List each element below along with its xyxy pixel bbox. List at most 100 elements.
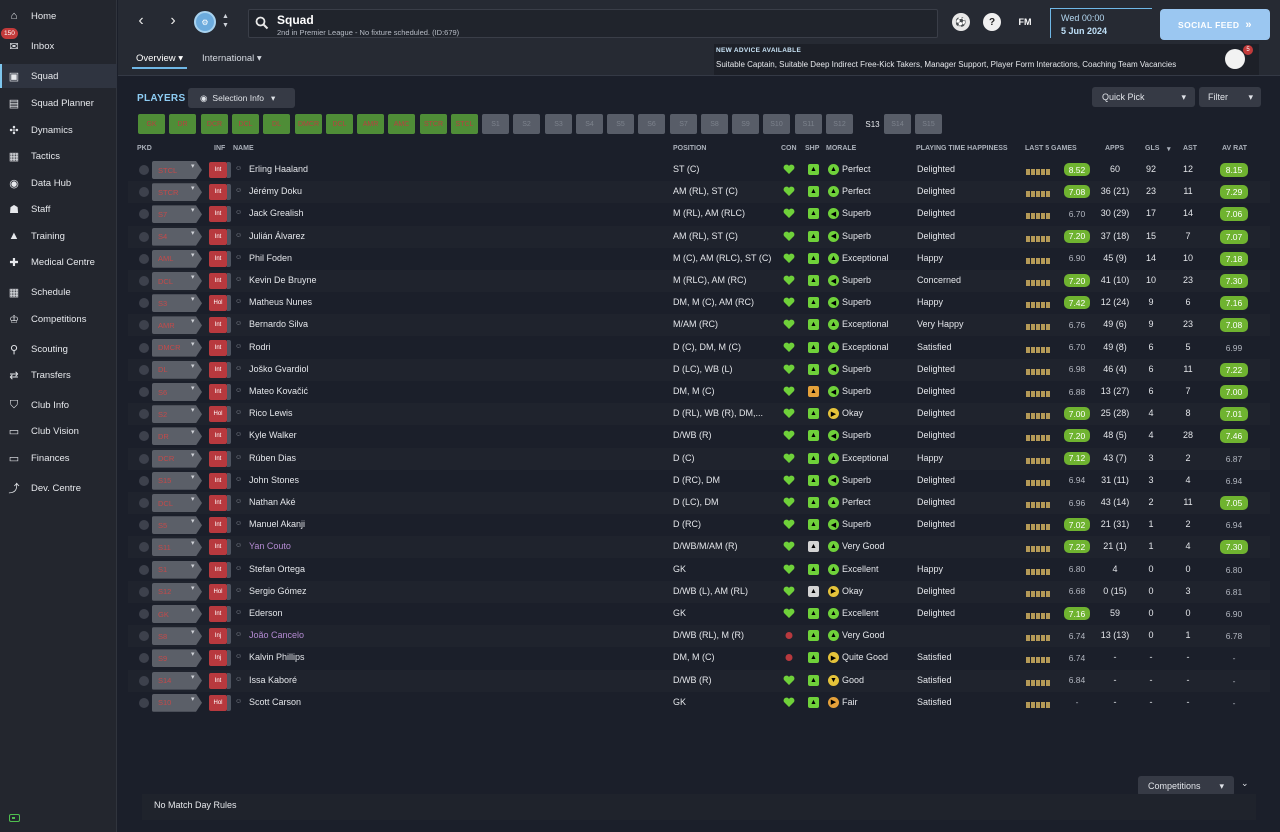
back-button[interactable]: ‹ bbox=[138, 12, 144, 29]
sidebar-item-scouting[interactable]: ⚲ Scouting bbox=[0, 337, 117, 361]
position-chip-s15[interactable]: S15 bbox=[915, 114, 942, 134]
col-name[interactable]: NAME bbox=[233, 145, 254, 152]
col-apps[interactable]: APPS bbox=[1105, 145, 1125, 152]
sidebar-item-squad-planner[interactable]: ▤ Squad Planner bbox=[0, 91, 117, 115]
player-name[interactable]: Stefan Ortega bbox=[249, 563, 306, 574]
col-ast[interactable]: AST bbox=[1183, 145, 1197, 152]
table-row[interactable]: DCR ▾ Int ☺ Rúben Dias D (C) ▲ ▲ Exceptional Happ… bbox=[128, 447, 1270, 470]
position-selector[interactable]: DL bbox=[152, 360, 202, 379]
social-feed-button[interactable]: SOCIAL FEED » bbox=[1160, 9, 1270, 40]
quick-pick-button[interactable]: Quick Pick ▾ bbox=[1092, 87, 1195, 107]
pick-toggle[interactable] bbox=[139, 542, 149, 553]
position-chip-s11[interactable]: S11 bbox=[795, 114, 822, 134]
player-name[interactable]: Scott Carson bbox=[249, 696, 302, 707]
position-selector[interactable]: AML bbox=[152, 249, 202, 268]
pick-toggle[interactable] bbox=[139, 320, 149, 331]
pick-toggle[interactable] bbox=[139, 298, 149, 309]
position-chip-s14[interactable]: S14 bbox=[884, 114, 911, 134]
position-chip-s7[interactable]: S7 bbox=[670, 114, 697, 134]
player-name[interactable]: Jack Grealish bbox=[249, 208, 304, 219]
col-gls[interactable]: GLS bbox=[1145, 145, 1160, 152]
col-shp[interactable]: SHP bbox=[805, 145, 820, 152]
position-chip-s1[interactable]: S1 bbox=[482, 114, 509, 134]
fm-menu-icon[interactable]: FM bbox=[1018, 17, 1032, 27]
position-chip-s10[interactable]: S10 bbox=[763, 114, 790, 134]
sidebar-item-inbox[interactable]: ✉ Inbox 150 bbox=[0, 28, 117, 58]
sidebar-item-tactics[interactable]: ▦ Tactics bbox=[0, 144, 117, 168]
sidebar-item-squad[interactable]: ▣ Squad bbox=[0, 64, 117, 88]
col-pkd[interactable]: PKD bbox=[137, 145, 152, 152]
pick-toggle[interactable] bbox=[139, 653, 149, 664]
player-name[interactable]: Jérémy Doku bbox=[249, 186, 303, 197]
position-chip-amc[interactable]: AMC bbox=[388, 114, 415, 134]
player-name[interactable]: Ederson bbox=[249, 608, 283, 618]
position-chip-s5[interactable]: S5 bbox=[607, 114, 634, 134]
sidebar-item-finances[interactable]: ▭ Finances bbox=[0, 446, 117, 470]
sidebar-item-home[interactable]: ⌂ Home bbox=[0, 4, 117, 28]
pick-toggle[interactable] bbox=[139, 209, 149, 220]
col-con[interactable]: CON bbox=[781, 145, 797, 152]
pick-toggle[interactable] bbox=[139, 276, 149, 286]
player-name[interactable]: Issa Kaboré bbox=[249, 674, 298, 685]
pick-toggle[interactable] bbox=[139, 409, 149, 420]
position-chip-stcl[interactable]: STCL bbox=[451, 114, 478, 134]
position-chip-dcr[interactable]: DCR bbox=[201, 114, 228, 134]
sidebar-item-club-vision[interactable]: ▭ Club Vision bbox=[0, 419, 117, 443]
pick-toggle[interactable] bbox=[139, 586, 149, 597]
position-selector[interactable]: S12 bbox=[152, 582, 202, 601]
help-icon[interactable]: ? bbox=[983, 13, 1001, 31]
player-name[interactable]: Rodri bbox=[249, 341, 271, 352]
table-row[interactable]: STCR ▾ Int ☺ Jérémy Doku AM (RL), ST (C) ▲ ▲ Per… bbox=[128, 181, 1270, 204]
pick-toggle[interactable] bbox=[139, 231, 149, 242]
table-row[interactable]: S10 ▾ Hol ☺ Scott Carson GK ▲ ▶ Fair Satisfied - - -… bbox=[128, 692, 1270, 714]
position-selector[interactable]: S9 bbox=[152, 649, 202, 668]
club-badge[interactable]: ⚙ bbox=[194, 11, 216, 33]
position-chip-amr[interactable]: AMR bbox=[357, 114, 384, 134]
position-chip-gk[interactable]: GK bbox=[138, 114, 165, 134]
table-row[interactable]: AML ▾ Int ☺ Phil Foden M (C), AM (RLC), ST (C… bbox=[128, 248, 1270, 270]
pick-toggle[interactable] bbox=[139, 431, 149, 442]
col-position[interactable]: POSITION bbox=[673, 145, 707, 152]
player-name[interactable]: Erling Haaland bbox=[249, 164, 309, 174]
player-name[interactable]: Kevin De Bruyne bbox=[249, 275, 317, 285]
advice-banner[interactable]: NEW ADVICE AVAILABLE Suitable Captain, S… bbox=[714, 44, 1259, 75]
position-selector[interactable]: GK bbox=[152, 605, 202, 623]
position-selector[interactable]: AMR bbox=[152, 316, 202, 335]
position-chip-stcr[interactable]: STCR bbox=[420, 114, 447, 134]
player-name[interactable]: Mateo Kovačić bbox=[249, 386, 309, 396]
pick-toggle[interactable] bbox=[139, 564, 149, 575]
table-row[interactable]: S7 ▾ Int ☺ Jack Grealish M (RL), AM (RLC) ▲ ◀ Su… bbox=[128, 203, 1270, 225]
position-chip-s12[interactable]: S12 bbox=[826, 114, 853, 134]
position-chip-s9[interactable]: S9 bbox=[732, 114, 759, 134]
position-selector[interactable]: STCL bbox=[152, 161, 202, 179]
position-selector[interactable]: S3 bbox=[152, 294, 202, 313]
player-name[interactable]: John Stones bbox=[249, 474, 300, 485]
player-name[interactable]: Matheus Nunes bbox=[249, 297, 313, 308]
table-row[interactable]: S12 ▾ Hol ☺ Sergio Gómez D/WB (L), AM (RL) ▲ ▶ O… bbox=[128, 580, 1270, 603]
table-row[interactable]: GK ▾ Int ☺ Ederson GK ▲ ▲ Excellent Delighted 7.16… bbox=[128, 603, 1270, 625]
col-morale[interactable]: MORALE bbox=[826, 145, 857, 152]
pick-toggle[interactable] bbox=[139, 387, 149, 397]
pick-toggle[interactable] bbox=[139, 631, 149, 642]
sidebar-item-schedule[interactable]: ▦ Schedule bbox=[0, 280, 117, 304]
sidebar-item-training[interactable]: ▲ Training bbox=[0, 224, 117, 248]
table-row[interactable]: S5 ▾ Int ☺ Manuel Akanji D (RC) ▲ ◀ Superb Deligh… bbox=[128, 514, 1270, 536]
sidebar-item-club-info[interactable]: ⛉ Club Info bbox=[0, 393, 117, 417]
position-selector[interactable]: DCR bbox=[152, 449, 202, 468]
sidebar-item-competitions[interactable]: ♔ Competitions bbox=[0, 307, 117, 331]
position-selector[interactable]: S5 bbox=[152, 516, 202, 535]
position-selector[interactable]: S4 bbox=[152, 227, 202, 246]
position-chip-dmcr[interactable]: DMCR bbox=[295, 114, 322, 134]
pick-toggle[interactable] bbox=[139, 675, 149, 686]
position-selector[interactable]: DMCR bbox=[152, 338, 202, 357]
table-row[interactable]: S11 ▾ Int ☺ Yan Couto D/WB/M/AM (R) ▲ ▲ Very Goo… bbox=[128, 536, 1270, 559]
table-row[interactable]: S3 ▾ Hol ☺ Matheus Nunes DM, M (C), AM (RC) ▲ ◀… bbox=[128, 292, 1270, 314]
pick-toggle[interactable] bbox=[139, 165, 149, 175]
position-selector[interactable]: S6 bbox=[152, 383, 202, 401]
position-chip-s4[interactable]: S4 bbox=[576, 114, 603, 134]
table-row[interactable]: DCL ▾ Int ☺ Kevin De Bruyne M (RLC), AM (RC) ▲… bbox=[128, 270, 1270, 292]
table-row[interactable]: S6 ▾ Int ☺ Mateo Kovačić DM, M (C) ▲ ◀ Superb Del… bbox=[128, 381, 1270, 403]
club-ball-icon[interactable]: ⚽ bbox=[952, 13, 970, 31]
player-name[interactable]: Rico Lewis bbox=[249, 408, 293, 419]
filter-button[interactable]: Filter ▾ bbox=[1199, 87, 1261, 107]
